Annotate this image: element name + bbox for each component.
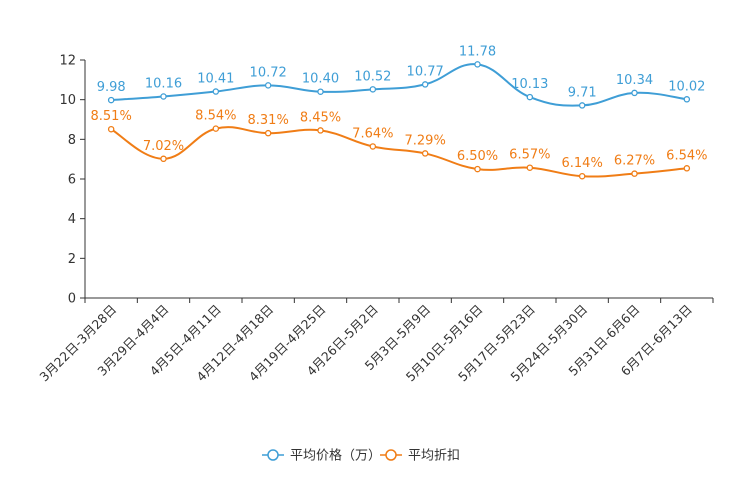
price-point[interactable] [369, 86, 377, 93]
price-data-label: 9.71 [568, 85, 597, 100]
discount-point[interactable] [160, 155, 167, 163]
legend-label: 平均价格（万） [290, 448, 381, 464]
legend-item-price[interactable]: 平均价格（万） [262, 448, 381, 464]
discount-data-label: 8.54% [195, 109, 236, 124]
price-data-label: 9.98 [97, 80, 126, 95]
y-tick-label: 6 [68, 173, 76, 188]
price-point[interactable] [264, 82, 272, 89]
legend[interactable]: 平均价格（万） 平均折扣 [262, 448, 460, 464]
discount-data-label: 7.29% [405, 133, 446, 148]
legend-label: 平均折扣 [408, 449, 460, 464]
price-data-label: 10.16 [145, 76, 182, 91]
price-point[interactable] [421, 81, 429, 88]
price-data-label: 10.72 [250, 65, 287, 80]
discount-point[interactable] [317, 127, 324, 134]
discount-point[interactable] [421, 150, 429, 157]
legend-marker-icon [267, 449, 279, 461]
price-point[interactable] [631, 89, 638, 97]
discount-point[interactable] [578, 172, 586, 180]
price-data-label: 10.41 [197, 72, 234, 87]
discount-data-label: 6.27% [614, 154, 655, 169]
discount-data-label: 6.14% [562, 156, 603, 171]
price-point[interactable] [474, 61, 481, 68]
discount-data-label: 8.51% [91, 109, 132, 124]
price-data-label: 11.78 [459, 44, 496, 59]
legend-marker-icon [385, 449, 397, 461]
y-tick-label: 0 [68, 292, 76, 307]
discount-point[interactable] [631, 170, 638, 177]
y-tick-label: 2 [68, 252, 76, 267]
discount-data-label: 8.45% [300, 110, 341, 125]
price-point[interactable] [107, 96, 115, 104]
price-series-line [111, 63, 687, 107]
price-data-label: 10.34 [616, 73, 653, 88]
legend-item-discount[interactable]: 平均折扣 [380, 449, 460, 464]
price-data-label: 10.77 [407, 64, 444, 79]
y-tick-label: 4 [68, 212, 76, 227]
price-point[interactable] [160, 93, 167, 100]
price-data-label: 10.52 [354, 69, 391, 84]
discount-point[interactable] [474, 165, 481, 173]
discount-point[interactable] [107, 125, 115, 133]
price-point[interactable] [578, 102, 586, 109]
price-point[interactable] [212, 88, 220, 95]
discount-data-label: 6.57% [509, 148, 550, 163]
discount-data-label: 7.02% [143, 139, 184, 154]
discount-point[interactable] [526, 164, 534, 171]
discount-point[interactable] [369, 143, 377, 150]
price-point[interactable] [683, 96, 691, 103]
series-layer [107, 61, 691, 180]
discount-point[interactable] [683, 165, 691, 172]
discount-data-label: 6.54% [666, 148, 707, 163]
discount-point[interactable] [264, 129, 272, 137]
discount-data-label: 6.50% [457, 149, 498, 164]
price-data-label: 10.13 [511, 77, 548, 92]
discount-data-label: 7.64% [352, 126, 393, 141]
axes: 0246810123月22日-3月28日3月29日-4月4日4月5日-4月11日… [36, 54, 714, 384]
price-data-label: 10.02 [668, 79, 705, 94]
data-labels: 9.98 10.16 10.41 10.72 10.40 10.52 10.77 11.78 1… [91, 44, 708, 171]
price-data-label: 10.40 [302, 72, 339, 87]
y-tick-label: 12 [59, 54, 76, 69]
y-tick-label: 8 [68, 133, 76, 148]
discount-data-label: 8.31% [248, 113, 289, 128]
price-point[interactable] [526, 93, 534, 101]
discount-point[interactable] [212, 125, 220, 132]
y-tick-label: 10 [59, 93, 76, 108]
price-point[interactable] [317, 88, 324, 95]
